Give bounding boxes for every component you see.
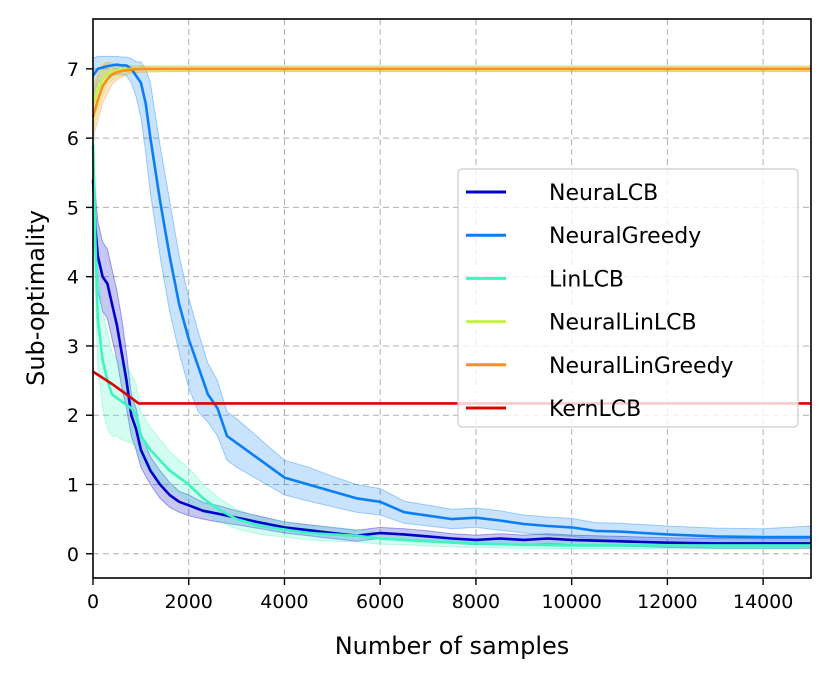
plot-frame (92, 18, 812, 579)
x-tick-label: 12000 (637, 591, 697, 613)
legend-label: NeuraLCB (549, 181, 658, 206)
x-tick-label: 14000 (733, 591, 793, 613)
line-kernlcb (92, 370, 811, 405)
y-axis-label: Sub-optimality (22, 210, 50, 386)
legend-label: NeuralLinLCB (549, 311, 697, 336)
y-tick-label: 4 (67, 267, 79, 289)
legend-label: LinLCB (549, 267, 624, 292)
y-tick-label: 5 (67, 197, 79, 219)
line-neurallingreedy (91, 67, 811, 118)
ticks: 0 2000 4000 6000 8000 10000 12000 14000 0 1 2 3 4 5 6 7 (67, 59, 793, 613)
legend-label: NeuralGreedy (549, 224, 701, 249)
legend: NeuraLCB NeuralGreedy LinLCB NeuralLinLCB Ne… (457, 168, 799, 428)
y-tick-label: 6 (67, 128, 79, 150)
line-neuralgreedy (91, 63, 811, 539)
x-tick-label: 4000 (260, 591, 308, 613)
x-tick-label: 2000 (165, 591, 213, 613)
series-lines (91, 63, 811, 547)
x-tick-label: 10000 (541, 591, 601, 613)
x-axis-label: Number of samples (335, 632, 570, 660)
line-linlcb (91, 145, 811, 547)
y-tick-label: 0 (67, 544, 79, 566)
y-tick-label: 1 (67, 474, 79, 496)
legend-label: KernLCB (549, 397, 641, 422)
legend-label: NeuralLinGreedy (549, 354, 734, 379)
y-tick-label: 3 (67, 336, 79, 358)
x-tick-label: 6000 (356, 591, 404, 613)
y-tick-label: 7 (67, 59, 79, 81)
x-tick-label: 0 (87, 591, 99, 613)
legend-box (457, 168, 799, 428)
x-tick-label: 8000 (452, 591, 500, 613)
y-tick-label: 2 (67, 405, 79, 427)
